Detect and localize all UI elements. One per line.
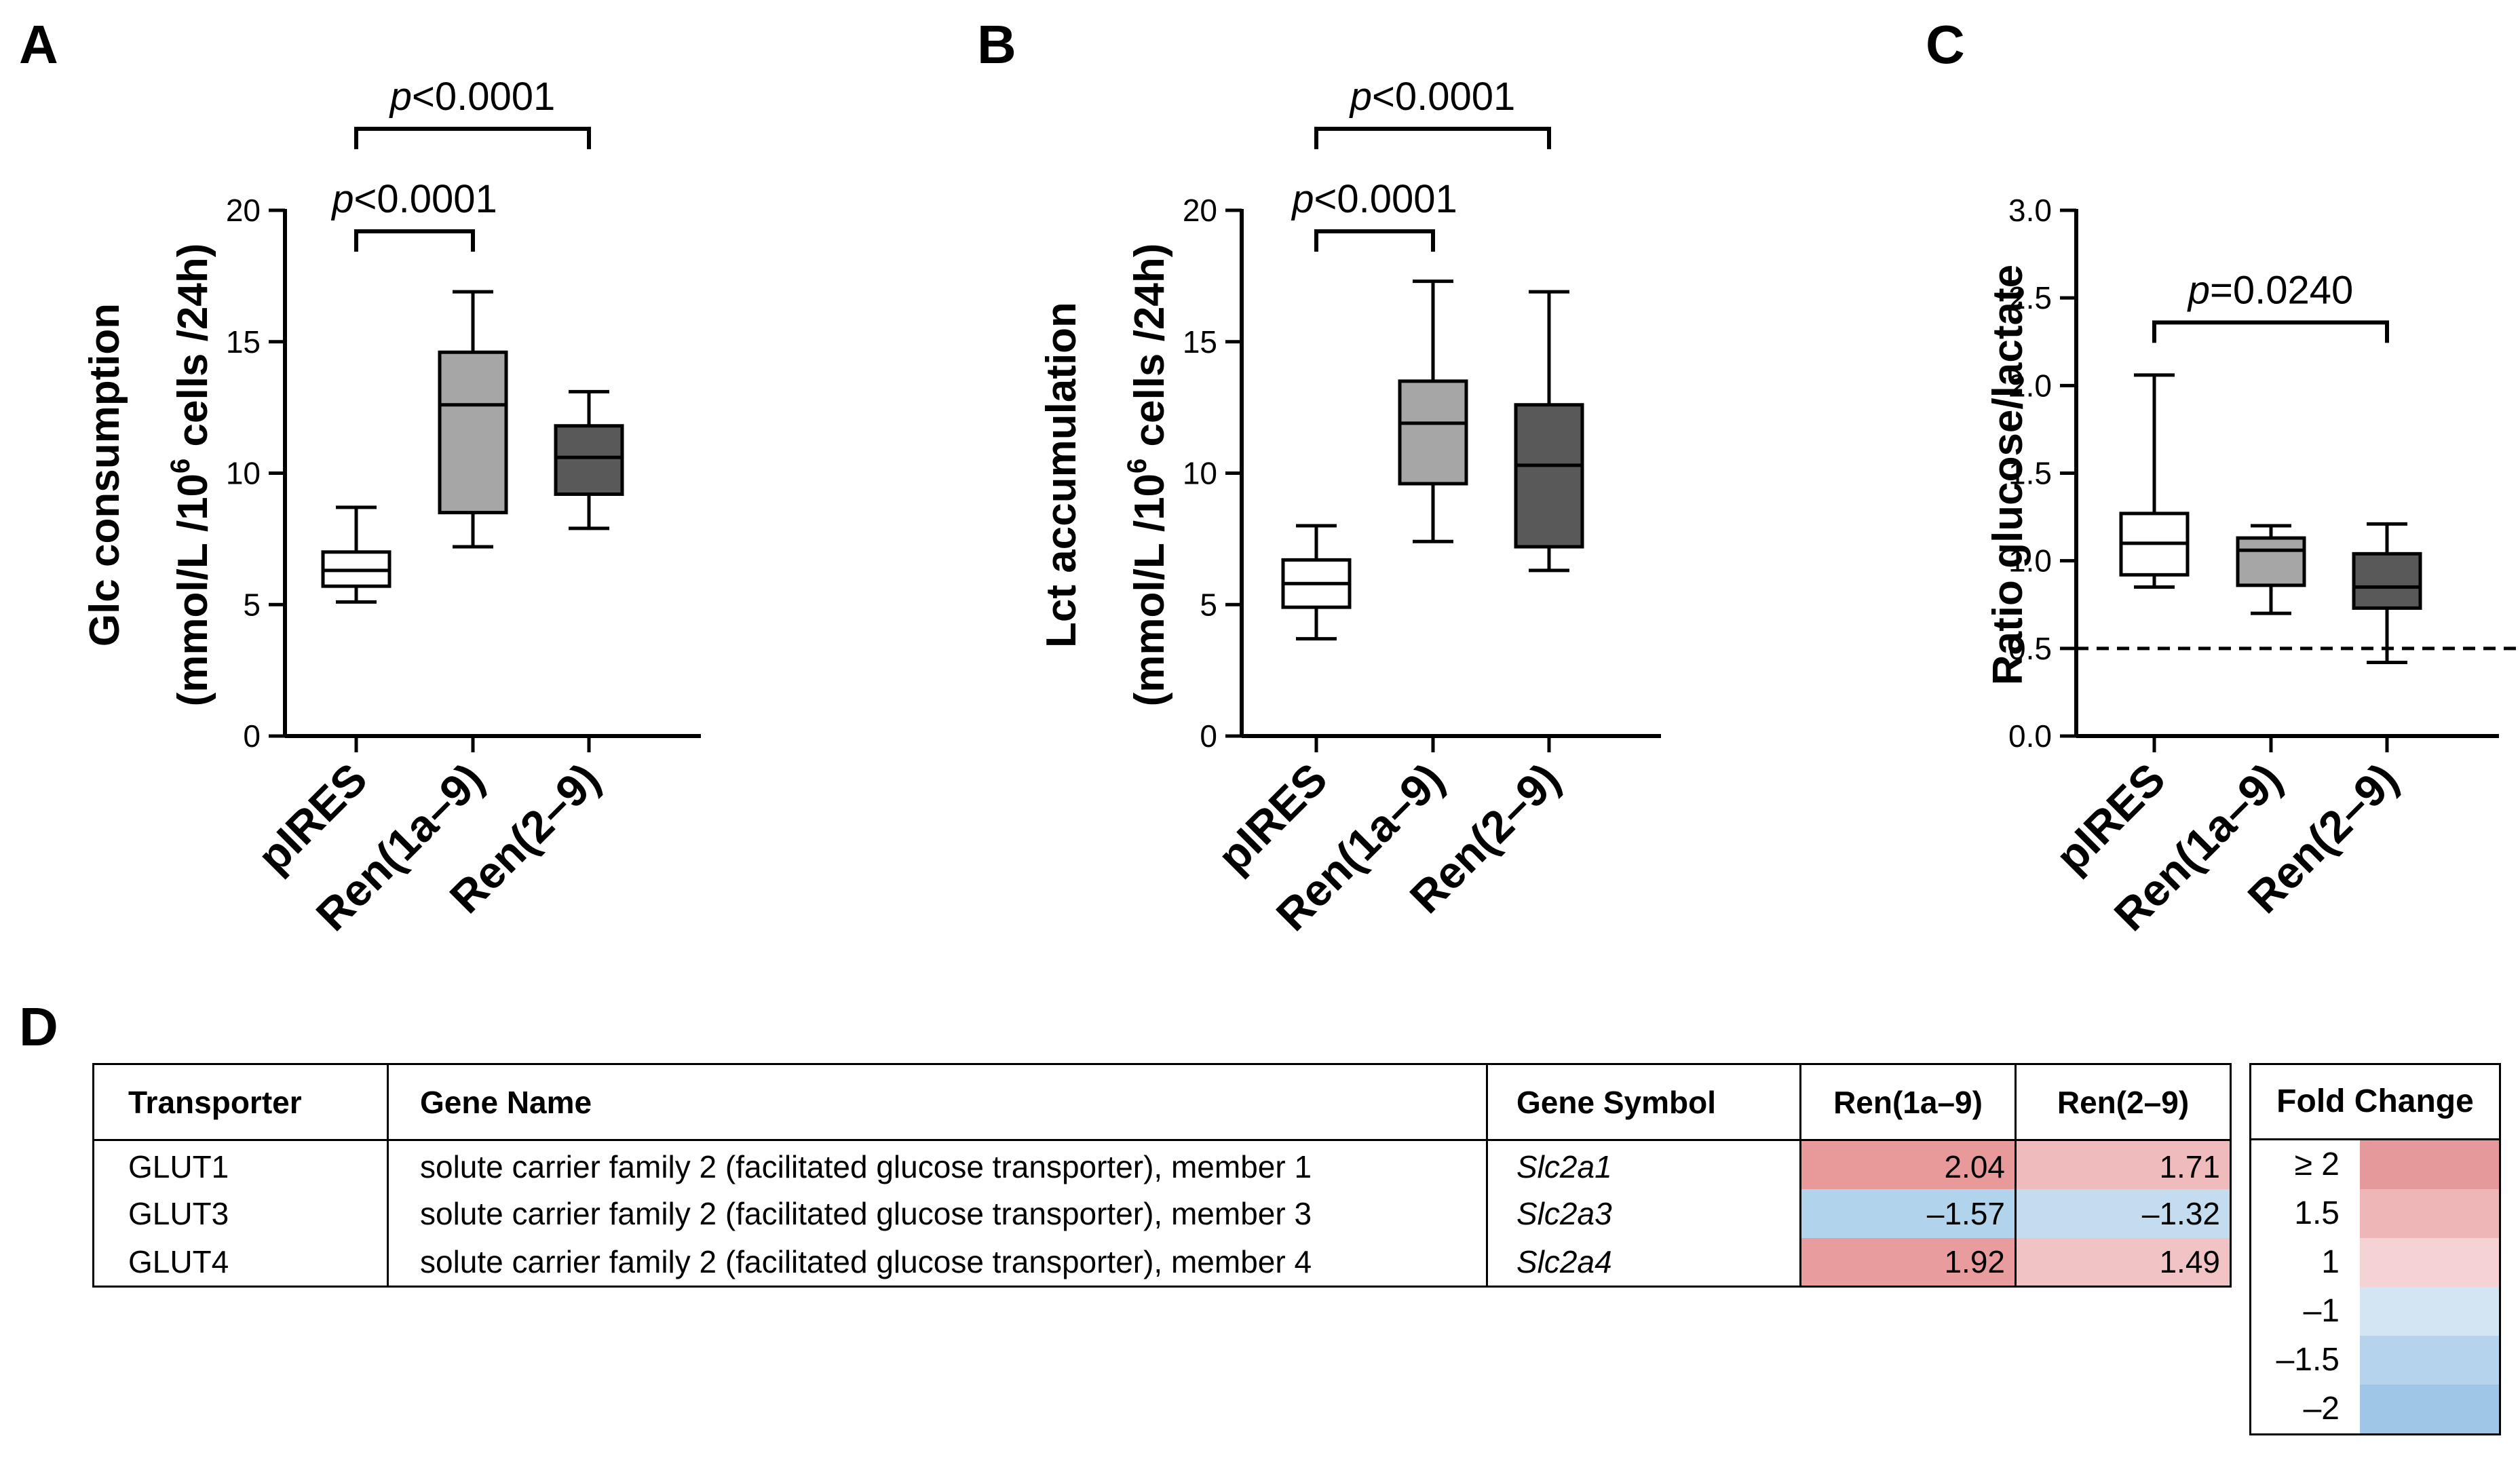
panel-letter-a: A bbox=[19, 14, 58, 75]
box-2 bbox=[2236, 536, 2306, 587]
y-tick-label: 15 bbox=[1183, 324, 1217, 360]
table-row: GLUT4 solute carrier family 2 (facilitate… bbox=[92, 1237, 2232, 1288]
cell-gene-symbol: Slc2a1 bbox=[1486, 1140, 1801, 1189]
box-3 bbox=[2352, 552, 2422, 610]
y-tick-label: 20 bbox=[1183, 193, 1217, 228]
legend-item-label: 1.5 bbox=[2294, 1195, 2340, 1231]
legend-item-label: 1 bbox=[2321, 1244, 2340, 1280]
legend-item: –1.5 bbox=[2251, 1336, 2499, 1385]
legend-swatch bbox=[2360, 1238, 2499, 1287]
header-gene-name: Gene Name bbox=[387, 1063, 1488, 1141]
cell-ren1a: –1.57 bbox=[1799, 1189, 2016, 1238]
fold-change-legend: Fold Change ≥ 2 1.5 1 –1 –1.5 –2 bbox=[2249, 1063, 2501, 1435]
legend-item-label: –1 bbox=[2303, 1293, 2340, 1329]
legend-item: –2 bbox=[2251, 1385, 2499, 1433]
cell-gene-name: solute carrier family 2 (facilitated glu… bbox=[387, 1237, 1487, 1288]
y-tick-label: 0 bbox=[1200, 718, 1217, 754]
y-axis-title: Ratio glucose/lactate bbox=[1985, 265, 2031, 685]
legend-item: 1 bbox=[2251, 1238, 2499, 1287]
cell-ren2: 1.71 bbox=[2015, 1140, 2232, 1189]
significance-bracket bbox=[1314, 126, 1551, 149]
y-tick-label: 0 bbox=[243, 718, 261, 754]
y-tick-label: 10 bbox=[226, 456, 261, 491]
legend-item-label: –1.5 bbox=[2276, 1342, 2340, 1378]
significance-bracket bbox=[354, 126, 591, 149]
cell-gene-name: solute carrier family 2 (facilitated glu… bbox=[387, 1189, 1487, 1238]
cell-gene-symbol: Slc2a4 bbox=[1486, 1237, 1801, 1288]
cell-gene-name: solute carrier family 2 (facilitated glu… bbox=[387, 1140, 1487, 1189]
y-tick-label: 2.0 bbox=[2008, 368, 2052, 403]
significance-bracket bbox=[2152, 320, 2389, 343]
panel-letter-c: C bbox=[1926, 14, 1965, 75]
box-2 bbox=[438, 350, 508, 515]
y-tick-label: 5 bbox=[243, 587, 261, 622]
panel-letter-d: D bbox=[19, 997, 58, 1057]
cell-ren2: 1.49 bbox=[2015, 1237, 2232, 1288]
y-tick-label: 2.5 bbox=[2008, 280, 2052, 315]
p-value-label: p<0.0001 bbox=[389, 75, 556, 119]
header-ren1a: Ren(1a–9) bbox=[1799, 1063, 2017, 1141]
y-tick-label: 1.5 bbox=[2008, 456, 2052, 491]
header-ren2: Ren(2–9) bbox=[2015, 1063, 2232, 1141]
p-value-label: p<0.0001 bbox=[1349, 75, 1516, 119]
y-tick-label: 5 bbox=[1200, 587, 1217, 622]
y-axis-units: (mmol/L /106 cells /24h) bbox=[1122, 244, 1173, 707]
y-tick-label: 15 bbox=[226, 324, 261, 360]
y-tick-label: 0.5 bbox=[2008, 631, 2052, 666]
legend-item: 1.5 bbox=[2251, 1189, 2499, 1238]
y-tick-label: 10 bbox=[1183, 456, 1217, 491]
header-gene-symbol: Gene Symbol bbox=[1486, 1063, 1801, 1141]
cell-transporter: GLUT1 bbox=[92, 1140, 388, 1189]
legend-swatch bbox=[2360, 1385, 2499, 1433]
table-row: GLUT3 solute carrier family 2 (facilitate… bbox=[92, 1189, 2232, 1238]
panel-letter-b: B bbox=[977, 14, 1016, 75]
p-value-label: p<0.0001 bbox=[330, 177, 497, 221]
chart-c: 0.00.51.01.52.02.53.0pIRESRen(1a–9)Ren(2… bbox=[1985, 193, 2517, 940]
cell-transporter: GLUT4 bbox=[92, 1237, 388, 1288]
p-value-label: p=0.0240 bbox=[2187, 268, 2354, 312]
table-row: GLUT1 solute carrier family 2 (facilitate… bbox=[92, 1140, 2232, 1189]
legend-swatch bbox=[2360, 1189, 2499, 1238]
significance-bracket bbox=[354, 229, 475, 252]
legend-swatch bbox=[2360, 1287, 2499, 1336]
y-axis-units: (mmol/L /106 cells /24h) bbox=[166, 244, 216, 707]
legend-item: –1 bbox=[2251, 1287, 2499, 1336]
legend-swatch bbox=[2360, 1140, 2499, 1189]
transporter-table: Transporter Gene Name Gene Symbol Ren(1a… bbox=[92, 1063, 2232, 1288]
cell-gene-symbol: Slc2a3 bbox=[1486, 1189, 1801, 1238]
cell-transporter: GLUT3 bbox=[92, 1189, 388, 1238]
y-tick-label: 0.0 bbox=[2008, 718, 2052, 754]
legend-swatch bbox=[2360, 1336, 2499, 1385]
cell-ren1a: 2.04 bbox=[1799, 1140, 2016, 1189]
y-tick-label: 3.0 bbox=[2008, 193, 2052, 228]
legend-item-label: –2 bbox=[2303, 1391, 2340, 1427]
box-3 bbox=[554, 424, 624, 496]
significance-bracket bbox=[1314, 229, 1435, 252]
y-tick-label: 1.0 bbox=[2008, 543, 2052, 579]
box-2 bbox=[1398, 379, 1468, 486]
legend-item-label: ≥ 2 bbox=[2294, 1146, 2340, 1182]
cell-ren1a: 1.92 bbox=[1799, 1237, 2016, 1288]
cell-ren2: –1.32 bbox=[2015, 1189, 2232, 1238]
header-transporter: Transporter bbox=[92, 1063, 389, 1141]
legend-item: ≥ 2 bbox=[2251, 1140, 2499, 1189]
box-3 bbox=[1514, 403, 1584, 549]
p-value-label: p<0.0001 bbox=[1291, 177, 1457, 221]
legend-title: Fold Change bbox=[2251, 1065, 2499, 1140]
y-axis-title: Glc consumption bbox=[81, 303, 128, 646]
y-tick-label: 20 bbox=[226, 193, 261, 228]
y-axis-title: Lct accumulation bbox=[1038, 302, 1085, 648]
